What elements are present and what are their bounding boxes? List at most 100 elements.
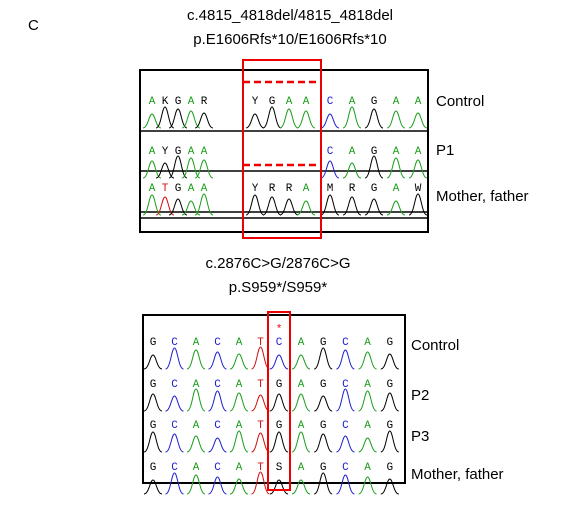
figure: C c.4815_4818del/4815_4818delp.E1606Rfs*… [0, 0, 570, 505]
trace-peak [292, 355, 310, 369]
trace-peak [409, 113, 427, 128]
base-call: A [201, 146, 208, 158]
trace-peak [365, 156, 383, 178]
trace-peak [252, 347, 270, 369]
trace-peak [297, 201, 315, 215]
base-call: A [188, 96, 195, 108]
trace-peak [252, 433, 270, 452]
trace-peak [381, 393, 399, 411]
base-call: A [188, 183, 195, 195]
trace-peak [359, 352, 377, 369]
trace-peak [336, 350, 354, 369]
base-call: T [257, 420, 264, 432]
trace-peak [387, 201, 405, 215]
trace-peak [209, 391, 227, 411]
base-call: R [349, 183, 356, 195]
base-call: A [236, 462, 243, 474]
base-call: G [175, 96, 182, 108]
trace-peak [359, 438, 377, 452]
sample-label: Control [436, 93, 484, 110]
panel-title: c.2876C>G/2876C>G [205, 255, 350, 272]
base-call: A [298, 337, 305, 349]
trace-peak [246, 114, 264, 128]
base-call: G [371, 96, 378, 108]
trace-peak [336, 475, 354, 494]
trace-peak [144, 394, 162, 411]
base-call: R [201, 96, 208, 108]
panel-title: p.S959*/S959* [229, 279, 328, 296]
base-call: C [342, 420, 349, 432]
base-call: A [364, 462, 371, 474]
base-call: C [171, 337, 178, 349]
sample-label: Mother, father [436, 188, 529, 205]
base-call: G [175, 183, 182, 195]
base-call: A [149, 183, 156, 195]
base-call: A [188, 146, 195, 158]
base-call: A [193, 337, 200, 349]
stop-marker: * [276, 324, 283, 336]
base-call: A [393, 183, 400, 195]
base-call: A [393, 96, 400, 108]
trace-peak [270, 394, 288, 411]
base-call: G [386, 379, 393, 391]
base-call: C [327, 96, 334, 108]
trace-peak [270, 432, 288, 452]
trace-peak [359, 477, 377, 494]
trace-peak [182, 111, 200, 128]
trace-peak [195, 160, 213, 178]
panel-label: C [28, 17, 39, 34]
trace-peak [365, 109, 383, 128]
base-call: T [162, 183, 169, 195]
trace-peak [314, 348, 332, 369]
base-call: W [415, 183, 422, 195]
base-call: G [386, 337, 393, 349]
base-call: G [269, 96, 276, 108]
trace-peak [187, 389, 205, 411]
base-call: C [171, 462, 178, 474]
trace-peak [321, 114, 339, 128]
trace-peak [321, 161, 339, 178]
trace-peak [209, 438, 227, 452]
trace-peak [297, 111, 315, 128]
trace-peak [387, 111, 405, 128]
panel-title: p.E1606Rfs*10/E1606Rfs*10 [193, 31, 386, 48]
base-call: C [327, 146, 334, 158]
trace-peak [166, 348, 184, 369]
base-call: G [386, 420, 393, 432]
sample-label: P1 [436, 142, 454, 159]
base-call: G [150, 337, 157, 349]
base-call: A [236, 337, 243, 349]
base-call: A [201, 183, 208, 195]
base-call: A [236, 379, 243, 391]
base-call: A [149, 146, 156, 158]
base-call: A [286, 96, 293, 108]
trace-peak [143, 161, 161, 178]
base-call: A [193, 379, 200, 391]
base-call: G [320, 420, 327, 432]
trace-peak [144, 355, 162, 369]
base-call: G [320, 462, 327, 474]
base-call: A [349, 146, 356, 158]
base-call: Y [252, 96, 259, 108]
sample-label: Control [411, 337, 459, 354]
trace-peak [195, 113, 213, 128]
base-call: C [342, 462, 349, 474]
chromatogram-box [140, 70, 428, 232]
base-call: C [171, 379, 178, 391]
base-call: G [150, 379, 157, 391]
trace-peak [314, 434, 332, 452]
trace-peak [144, 432, 162, 452]
base-call: G [320, 337, 327, 349]
base-call: A [298, 420, 305, 432]
base-call: A [364, 379, 371, 391]
base-call: A [236, 420, 243, 432]
sample-label: P3 [411, 428, 429, 445]
base-call: K [162, 96, 169, 108]
base-call: A [303, 183, 310, 195]
trace-peak [381, 431, 399, 452]
sample-label: Mother, father [411, 466, 504, 483]
trace-peak [156, 107, 174, 128]
base-call: G [150, 420, 157, 432]
base-call: G [276, 420, 283, 432]
base-call: M [327, 183, 334, 195]
